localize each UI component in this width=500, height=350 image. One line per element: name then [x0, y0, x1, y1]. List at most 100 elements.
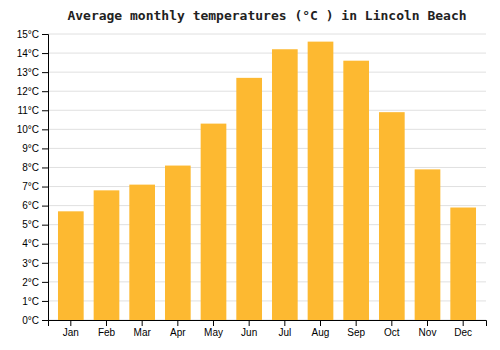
tick-mark	[70, 320, 71, 326]
tick-label: 2°C	[22, 277, 39, 288]
tick-label: Dec	[454, 327, 472, 338]
axis-line	[49, 321, 487, 327]
tick-mark	[42, 282, 48, 283]
grid-line	[48, 91, 486, 92]
tick: Dec	[454, 320, 472, 338]
tick: Jun	[241, 320, 257, 338]
tick: 11°C	[17, 105, 48, 116]
tick-label: 4°C	[22, 238, 39, 249]
tick: 5°C	[22, 219, 48, 230]
tick-mark	[42, 110, 48, 111]
grid-line	[48, 34, 486, 35]
tick-label: 14°C	[17, 48, 39, 59]
tick-mark	[42, 91, 48, 92]
grid-line	[48, 72, 486, 73]
tick: Feb	[98, 320, 116, 338]
tick: 14°C	[17, 48, 48, 59]
tick: Aug	[312, 320, 330, 338]
tick-label: 6°C	[22, 200, 39, 211]
tick-label: Oct	[384, 327, 400, 338]
tick: 1°C	[22, 296, 48, 307]
tick-mark	[42, 320, 48, 321]
tick: 7°C	[22, 181, 48, 192]
tick-mark	[42, 129, 48, 130]
tick-label: Sep	[347, 327, 365, 338]
tick: Nov	[419, 320, 437, 338]
grid	[48, 34, 486, 320]
tick-label: Jan	[63, 327, 79, 338]
grid-line	[48, 53, 486, 54]
tick: Jan	[63, 320, 79, 338]
tick-mark	[213, 320, 214, 326]
grid-line	[48, 110, 486, 111]
tick: Jul	[278, 320, 291, 338]
tick-mark	[42, 72, 48, 73]
bar	[165, 166, 191, 320]
tick: 2°C	[22, 277, 48, 288]
tick: May	[204, 320, 223, 338]
tick-mark	[391, 320, 392, 326]
tick-label: 8°C	[22, 162, 39, 173]
tick: 13°C	[17, 67, 48, 78]
tick: 9°C	[22, 143, 48, 154]
tick-label: 13°C	[17, 67, 39, 78]
tick-mark	[42, 263, 48, 264]
tick-label: Feb	[98, 327, 116, 338]
tick-mark	[177, 320, 178, 326]
tick: 15°C	[17, 29, 48, 40]
tick-mark	[42, 53, 48, 54]
tick-mark	[42, 187, 48, 188]
chart: 0°C 1°C 2°C 3°C 4°C 5°C 6°C 7°C 8°C 9°C 10°C 11°C 12…	[0, 0, 500, 350]
tick-mark	[284, 320, 285, 326]
bar	[308, 42, 334, 320]
tick-label: 12°C	[17, 86, 39, 97]
tick-label: May	[204, 327, 223, 338]
tick-label: 11°C	[17, 105, 39, 116]
tick-label: 15°C	[17, 29, 39, 40]
tick-mark	[42, 244, 48, 245]
tick-mark	[427, 320, 428, 326]
tick-label: Aug	[312, 327, 330, 338]
tick: 4°C	[22, 238, 48, 249]
tick-label: Jul	[278, 327, 291, 338]
x-axis: Jan Feb Mar Apr May Jun Jul Aug Sep Oct Nov Dec	[49, 320, 487, 338]
tick: Apr	[170, 320, 186, 338]
tick-mark	[249, 320, 250, 326]
bar	[450, 208, 476, 320]
tick-mark	[42, 206, 48, 207]
bar	[415, 169, 441, 320]
tick: Sep	[347, 320, 365, 338]
tick-label: Jun	[241, 327, 257, 338]
tick-label: 3°C	[22, 258, 39, 269]
bar	[201, 124, 227, 320]
grid-line	[48, 129, 486, 130]
tick-mark	[42, 148, 48, 149]
tick-mark	[42, 301, 48, 302]
tick-label: Nov	[419, 327, 437, 338]
tick-label: 0°C	[22, 315, 39, 326]
axis-line	[42, 35, 49, 321]
tick: 0°C	[22, 315, 48, 326]
tick-mark	[142, 320, 143, 326]
grid-line	[48, 167, 486, 168]
tick-mark	[356, 320, 357, 326]
tick-label: 10°C	[17, 124, 39, 135]
tick-label: 9°C	[22, 143, 39, 154]
tick-mark	[320, 320, 321, 326]
tick-mark	[463, 320, 464, 326]
tick-label: Apr	[170, 327, 186, 338]
bar	[343, 61, 369, 320]
tick-label: 5°C	[22, 219, 39, 230]
y-axis: 0°C 1°C 2°C 3°C 4°C 5°C 6°C 7°C 8°C 9°C 10°C 11°C 12…	[17, 29, 49, 326]
bar	[272, 49, 298, 320]
tick: 3°C	[22, 258, 48, 269]
tick: 10°C	[17, 124, 48, 135]
tick-label: 1°C	[22, 296, 39, 307]
tick: Oct	[384, 320, 400, 338]
grid-line	[48, 148, 486, 149]
bar	[58, 211, 84, 320]
tick-mark	[42, 34, 48, 35]
tick: 6°C	[22, 200, 48, 211]
tick-label: Mar	[134, 327, 152, 338]
tick: Mar	[134, 320, 152, 338]
